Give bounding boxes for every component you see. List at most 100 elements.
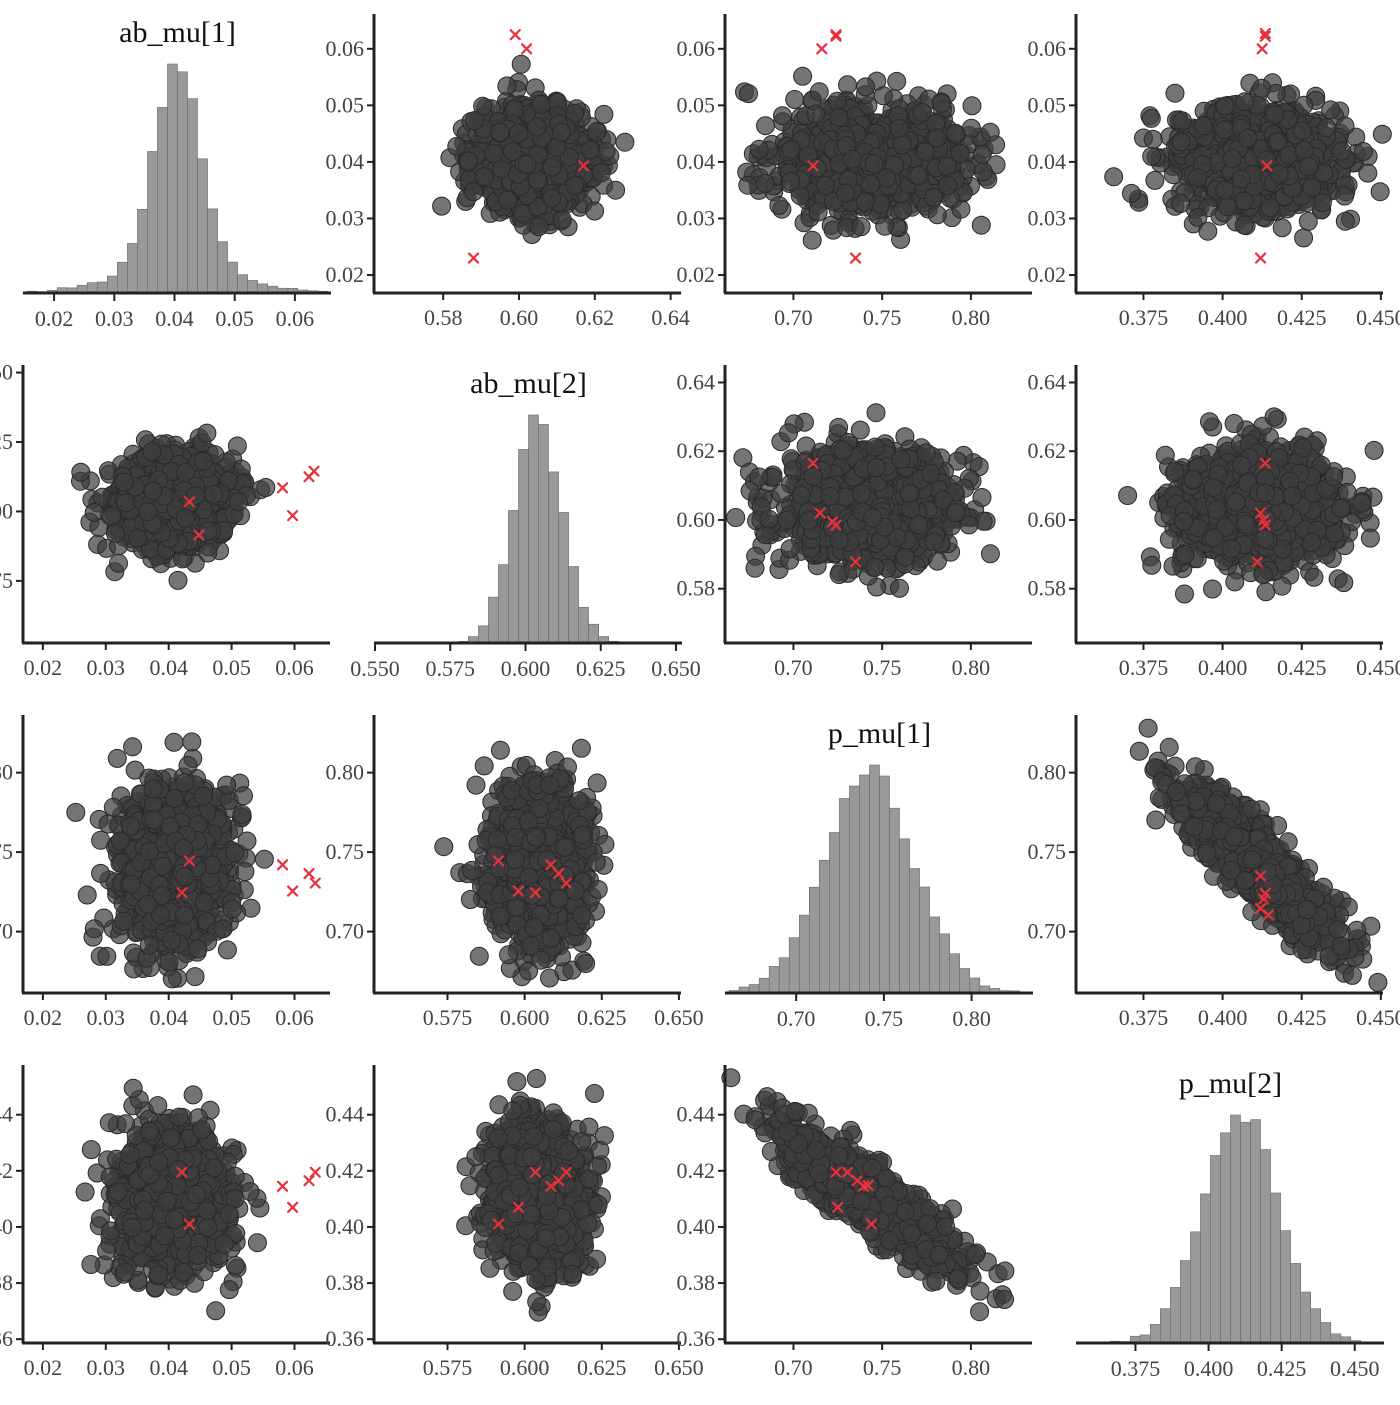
x-tick-label-0p64: 0.64 [651, 305, 690, 330]
y-tick-label-0p600: 0.600 [0, 498, 13, 523]
scatter-point [878, 169, 896, 187]
x-tick-label-0p02: 0.02 [24, 655, 63, 680]
scatter-point [939, 176, 957, 194]
scatter-point [581, 141, 599, 159]
scatter-point [176, 509, 194, 527]
scatter-point [830, 109, 848, 127]
scatter-point [794, 67, 812, 85]
y-tick-label-0p04: 0.04 [326, 149, 365, 174]
scatter-point [1173, 112, 1191, 130]
scatter-point [888, 72, 906, 90]
scatter-point [894, 201, 912, 219]
scatter-point [512, 55, 530, 73]
scatter-point [1146, 171, 1164, 189]
scatter-point [198, 424, 216, 442]
scatter-point [532, 95, 550, 113]
scatter-point [1253, 79, 1271, 97]
scatter-point [592, 164, 610, 182]
scatter-point [504, 143, 522, 161]
scatter-point [1216, 181, 1234, 199]
scatter-point [528, 171, 546, 189]
scatter-point [543, 158, 561, 176]
scatter-point [856, 193, 874, 211]
scatter-point [616, 133, 634, 151]
scatter-point [139, 503, 157, 521]
scatter-point [1303, 179, 1321, 197]
scatter-point [1223, 150, 1241, 168]
scatter-point [928, 206, 946, 224]
y-tick-label-0p04: 0.04 [677, 149, 716, 174]
divergent-marker [469, 254, 478, 263]
scatter-point [876, 217, 894, 235]
scatter-point [1105, 168, 1123, 186]
scatter-point [257, 479, 275, 497]
y-tick-label-0p06: 0.06 [326, 36, 365, 61]
scatter-point [1295, 96, 1313, 114]
scatter-point [1232, 170, 1250, 188]
scatter-point [843, 150, 861, 168]
scatter-point [1295, 142, 1313, 160]
scatter-point [1235, 216, 1253, 234]
scatter-point [874, 87, 892, 105]
scatter-point [810, 83, 828, 101]
x-tick-label-0p450: 0.450 [1356, 305, 1400, 330]
scatter-point [595, 105, 613, 123]
scatter-points [433, 55, 634, 243]
scatter-point [782, 173, 800, 191]
scatter-point [459, 152, 477, 170]
x-tick-label-0p03: 0.03 [87, 655, 126, 680]
x-tick-label-0p375: 0.375 [1119, 305, 1169, 330]
y-tick-label-0p575: 0.575 [0, 568, 13, 593]
x-tick-label-0p400: 0.400 [1198, 305, 1248, 330]
scatter-point [485, 144, 503, 162]
divergent-marker [522, 44, 531, 53]
scatter-point [1164, 166, 1182, 184]
divergent-marker [817, 44, 826, 53]
scatter-point [857, 78, 875, 96]
scatter-point [809, 203, 827, 221]
scatter-point [807, 105, 825, 123]
scatter-point [974, 163, 992, 181]
y-tick-label-0p04: 0.04 [1028, 149, 1067, 174]
scatter-point [1144, 130, 1162, 148]
scatter-point [1122, 184, 1140, 202]
x-tick-label-0p05: 0.05 [212, 655, 251, 680]
scatter-points [1105, 74, 1392, 247]
scatter-point [1188, 169, 1206, 187]
divergent-marker [310, 467, 319, 476]
scatter-point [566, 176, 584, 194]
scatter-point [1336, 187, 1354, 205]
x-tick-label-0p425: 0.425 [1277, 305, 1327, 330]
scatter-point [1318, 119, 1336, 137]
x-tick-label-0p62: 0.62 [576, 305, 615, 330]
scatter-point [1269, 133, 1287, 151]
scatter-point [928, 129, 946, 147]
y-tick-label-0p625: 0.625 [0, 429, 13, 454]
x-tick-label-0p06: 0.06 [275, 655, 314, 680]
scatter-point [1354, 143, 1372, 161]
scatter-point [756, 174, 774, 192]
y-tick-label-0p05: 0.05 [677, 92, 716, 117]
scatter-point [491, 123, 509, 141]
scatter-point [169, 571, 187, 589]
scatter-point [553, 211, 571, 229]
y-tick-label-0p650: 0.650 [0, 360, 13, 385]
scatter-point [543, 189, 561, 207]
scatter-point [144, 482, 162, 500]
scatter-point [433, 197, 451, 215]
scatter-point [782, 141, 800, 159]
divergent-marker [278, 483, 287, 492]
scatter-point [981, 123, 999, 141]
scatter-points [72, 424, 275, 589]
scatter-point [586, 202, 604, 220]
scatter-point [465, 183, 483, 201]
scatter-point [938, 157, 956, 175]
x-tick-label-0p75: 0.75 [863, 305, 902, 330]
scatter-point [933, 94, 951, 112]
scatter-point [836, 184, 854, 202]
scatter-point [839, 76, 857, 94]
scatter-point [1194, 117, 1212, 135]
scatter-point [1172, 195, 1190, 213]
scatter-point [588, 123, 606, 141]
